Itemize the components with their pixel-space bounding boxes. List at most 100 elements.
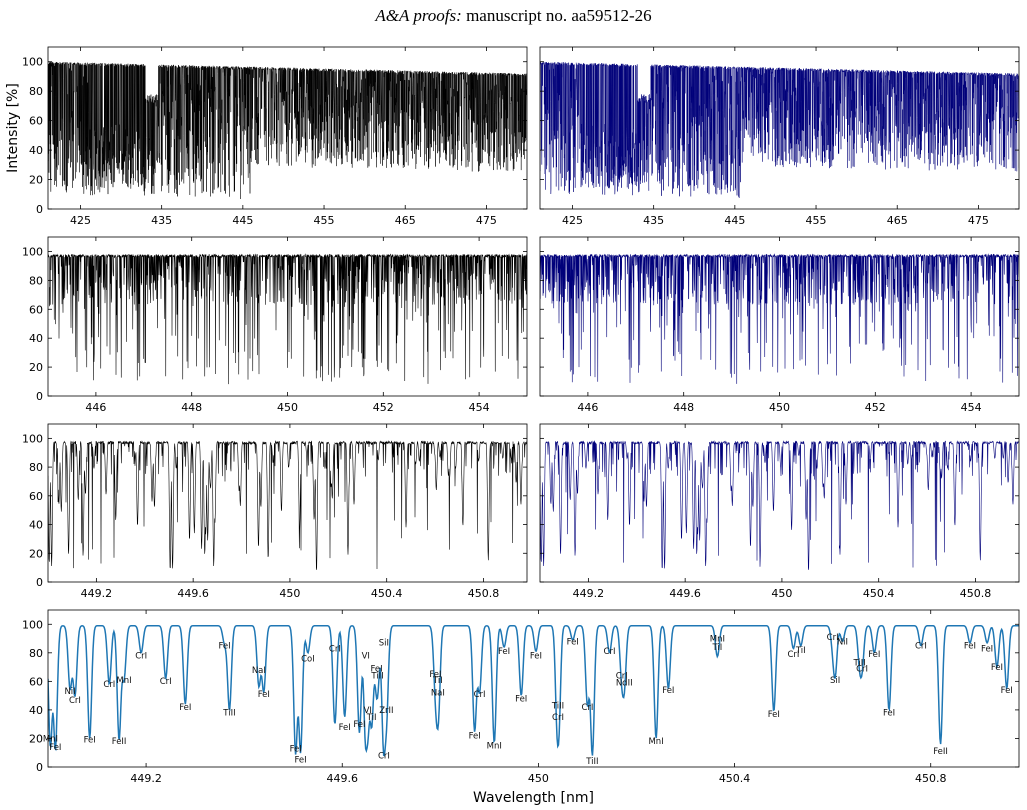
line-label: FeII (933, 747, 948, 757)
line-label: NiI (64, 687, 75, 697)
spectrum-trace (540, 61, 1019, 198)
line-label: FeI (883, 709, 895, 719)
line-label: FeI (1001, 686, 1013, 696)
line-label: MnI (648, 737, 663, 747)
line-label: CrI (915, 642, 927, 652)
line-label: CrI (160, 677, 172, 687)
x-tick-label: 445 (724, 214, 745, 227)
line-label: TiII (852, 659, 865, 669)
y-tick-label: 80 (29, 647, 43, 660)
line-label: ZrII (379, 706, 393, 716)
y-tick-label: 60 (29, 115, 43, 128)
line-label: TiI (366, 713, 377, 723)
line-label: FeI (179, 703, 191, 713)
x-tick-label: 475 (476, 214, 497, 227)
line-label: FeI (429, 670, 441, 680)
axes-frame (539, 423, 1020, 583)
line-label: FeI (370, 664, 382, 674)
line-label: FeI (662, 686, 674, 696)
panel-row3-right: 449.2 449.6 450 450.4 450.8 (539, 423, 1020, 600)
line-label: CrI (103, 680, 115, 690)
x-tick-label: 454 (469, 401, 490, 414)
x-tick-label: 449.2 (573, 587, 605, 600)
x-axis-label: Wavelength [nm] (473, 790, 594, 806)
line-label: MnI (487, 741, 502, 751)
line-label: CrI (378, 751, 390, 761)
x-tick-label: 450.4 (371, 587, 403, 600)
y-tick-label: 20 (29, 174, 43, 187)
line-label: TiII (370, 672, 383, 682)
line-label: CrI (474, 690, 486, 700)
x-tick-label: 450 (279, 587, 300, 600)
y-tick-label: 20 (29, 732, 43, 745)
x-tick-label: 446 (85, 401, 106, 414)
x-tick-label: 449.2 (81, 587, 113, 600)
x-tick-label: 425 (562, 214, 583, 227)
x-tick-label: 450 (528, 772, 549, 785)
line-label: FeI (768, 710, 780, 720)
line-label: CrI (581, 703, 593, 713)
line-label: TiI (432, 676, 443, 686)
line-label: FeI (567, 637, 579, 647)
line-label: CrI (787, 650, 799, 660)
line-label: FeI (530, 652, 542, 662)
spectrum-trace (540, 253, 1019, 384)
line-label: MnI (43, 734, 58, 744)
x-tick-label: 445 (232, 214, 253, 227)
line-label: FeI (290, 744, 302, 754)
line-label: MnI (710, 634, 725, 644)
panel-row4-full: MnIFeINiICrIFeICrIFeIIMnICrICrIFeIFeITiI… (22, 609, 1020, 806)
y-tick-label: 40 (29, 519, 43, 532)
x-tick-label: 475 (968, 214, 989, 227)
line-label: CoI (301, 654, 315, 664)
manuscript-number: manuscript no. aa59512-26 (466, 6, 652, 25)
line-label: FeI (258, 690, 270, 700)
line-label: FeI (991, 663, 1003, 673)
line-label: CrI (552, 713, 564, 723)
line-label: FeI (868, 650, 880, 660)
line-label: FeI (353, 720, 365, 730)
line-label: SiI (379, 639, 389, 649)
y-tick-label: 80 (29, 85, 43, 98)
line-label: FeI (339, 723, 351, 733)
x-tick-label: 452 (373, 401, 394, 414)
line-label: FeI (498, 647, 510, 657)
x-tick-label: 450.4 (719, 772, 751, 785)
line-label: TiI (711, 643, 722, 653)
line-label: NaI (431, 689, 445, 699)
x-tick-label: 465 (395, 214, 416, 227)
line-label: TiI (795, 646, 806, 656)
axes-frame (47, 423, 528, 583)
line-label: FeII (112, 737, 127, 747)
x-tick-label: 435 (643, 214, 664, 227)
y-tick-label: 20 (29, 547, 43, 560)
y-tick-label: 100 (22, 245, 43, 258)
line-label: TiII (585, 757, 598, 767)
line-label: FeI (294, 756, 306, 766)
x-tick-label: 435 (151, 214, 172, 227)
panel-row1-left: 425 435 445 455 465 475 0 20 40 60 80 100 Intensity … (5, 46, 528, 227)
x-tick-label: 450 (771, 587, 792, 600)
x-tick-label: 425 (70, 214, 91, 227)
y-tick-label: 100 (22, 56, 43, 69)
x-tick-label: 449.6 (669, 587, 701, 600)
panel-row2-right: 446 448 450 452 454 (539, 236, 1020, 414)
y-tick-label: 0 (36, 203, 43, 216)
x-tick-label: 455 (806, 214, 827, 227)
x-tick-label: 465 (887, 214, 908, 227)
x-tick-label: 452 (865, 401, 886, 414)
line-label: CrI (69, 696, 81, 706)
axes-frame (47, 609, 1020, 768)
line-label: CrI (135, 652, 147, 662)
y-tick-label: 40 (29, 704, 43, 717)
journal-name: A&A proofs: (375, 6, 462, 25)
line-label: VI (362, 652, 370, 662)
y-tick-label: 60 (29, 303, 43, 316)
x-tick-label: 449.6 (326, 772, 358, 785)
line-label: FeI (84, 736, 96, 746)
panel-row3-left: 449.2 449.6 450 450.4 450.8 0 20 40 60 80 100 (22, 423, 528, 600)
line-label: FeI (469, 731, 481, 741)
x-tick-label: 450.4 (863, 587, 895, 600)
x-tick-label: 448 (181, 401, 202, 414)
